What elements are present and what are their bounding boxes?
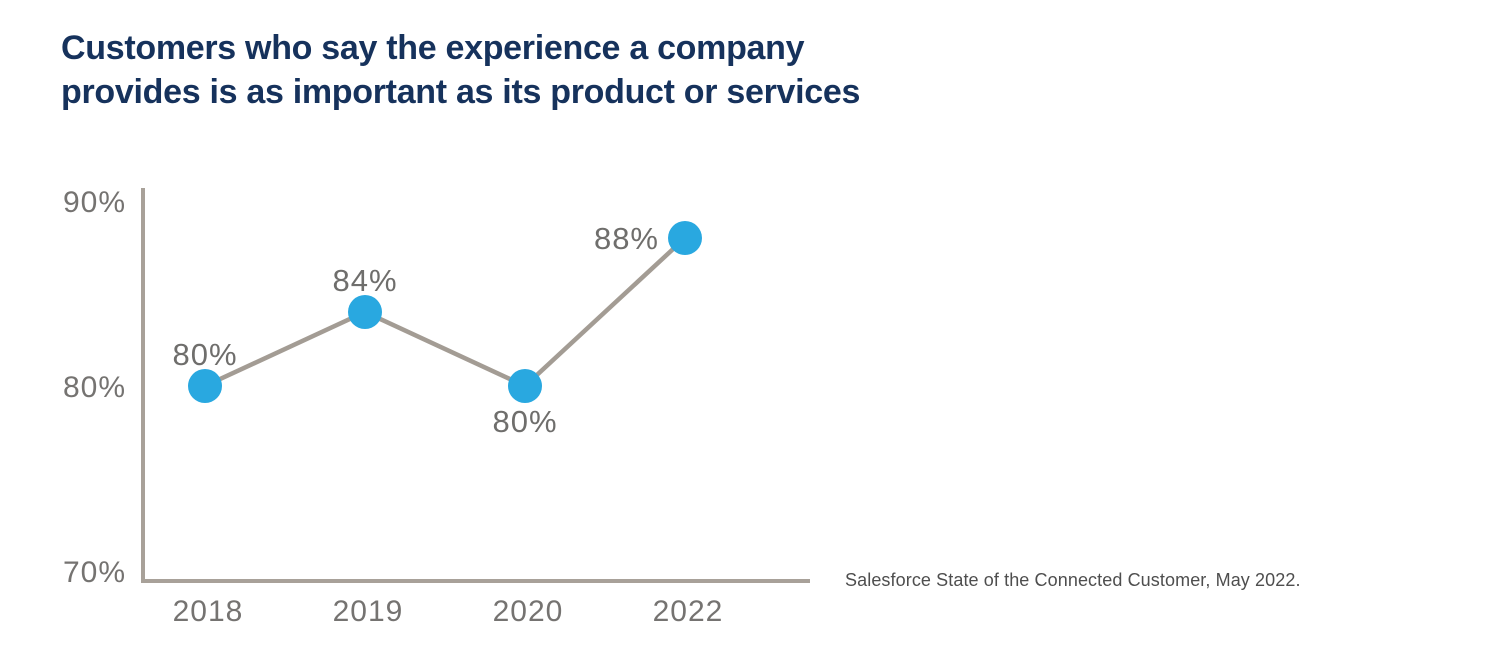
- chart-title-line1: Customers who say the experience a compa…: [61, 29, 805, 67]
- x-axis-label: 2018: [173, 595, 244, 628]
- x-axis-label: 2022: [653, 595, 724, 628]
- data-point-2022: [668, 221, 702, 255]
- data-point-label-2018: 80%: [172, 337, 237, 372]
- y-tick-label: 70%: [63, 556, 126, 589]
- y-tick-label: 80%: [63, 371, 126, 404]
- y-tick-label: 90%: [63, 186, 126, 219]
- data-point-label-2022: 88%: [594, 221, 659, 256]
- series-line: [204, 236, 687, 389]
- data-point-2019: [348, 295, 382, 329]
- data-point-label-2020: 80%: [492, 404, 557, 439]
- x-axis-label: 2019: [333, 595, 404, 628]
- chart-title-line2: provides is as important as its product …: [61, 73, 861, 111]
- data-point-2020: [508, 369, 542, 403]
- chart-title: Customers who say the experience a compa…: [61, 26, 991, 114]
- x-axis-label: 2020: [493, 595, 564, 628]
- data-point-label-2019: 84%: [332, 263, 397, 298]
- data-point-2018: [188, 369, 222, 403]
- source-citation: Salesforce State of the Connected Custom…: [845, 570, 1301, 590]
